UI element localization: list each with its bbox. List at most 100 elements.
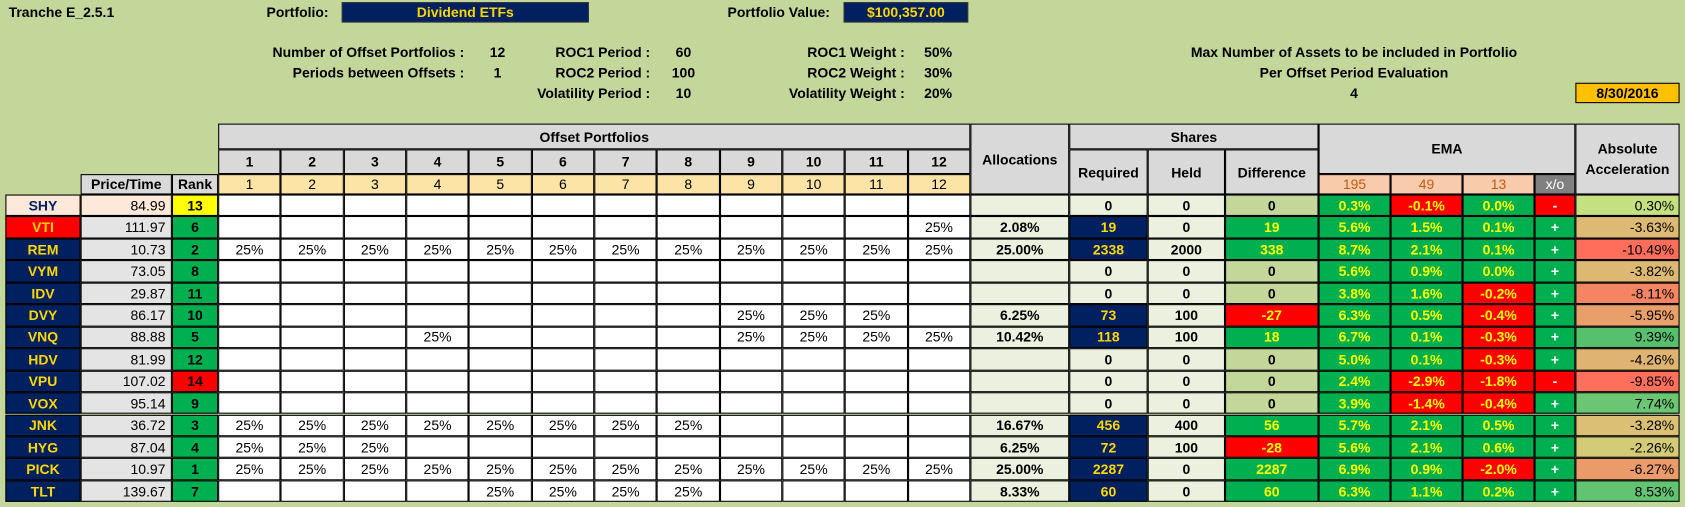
offset-allocation xyxy=(844,348,908,371)
price: 36.72 xyxy=(80,414,172,437)
offset-allocation: 25% xyxy=(468,238,532,261)
offset-allocation: 25% xyxy=(280,458,344,481)
ema-value: -0.4% xyxy=(1462,304,1535,327)
offset-allocation xyxy=(594,348,657,371)
offset-allocation xyxy=(343,326,407,349)
ema-value: -0.3% xyxy=(1462,348,1535,371)
ema-value: -0.1% xyxy=(1390,194,1463,217)
offset-allocation: 25% xyxy=(907,238,971,261)
offset-allocation xyxy=(280,348,344,371)
offset-allocation xyxy=(907,414,971,437)
offset-allocation xyxy=(531,392,595,415)
xo: + xyxy=(1534,216,1576,239)
offset-allocation xyxy=(656,436,720,459)
parameter-label: ROC2 Period : xyxy=(555,64,651,81)
offset-allocation xyxy=(594,392,657,415)
accel: 7.74% xyxy=(1575,392,1680,415)
required: 2287 xyxy=(1069,458,1148,481)
offset-allocation: 25% xyxy=(468,414,532,437)
offset-number: 9 xyxy=(719,149,783,175)
offset-allocation xyxy=(656,194,720,217)
difference: 18 xyxy=(1225,326,1319,349)
max-assets-value: 4 xyxy=(1350,84,1358,102)
ema-header: EMA xyxy=(1318,123,1576,175)
offset-allocation: 25% xyxy=(468,480,532,503)
ema-value: -2.0% xyxy=(1462,458,1535,481)
ema-value: 0.1% xyxy=(1390,326,1463,349)
ema-value: 0.6% xyxy=(1462,436,1535,459)
required: 0 xyxy=(1069,194,1148,217)
offset-allocation xyxy=(719,370,783,393)
accel: -3.82% xyxy=(1575,260,1680,283)
difference-header: Difference xyxy=(1225,149,1319,195)
ticker: VYM xyxy=(5,260,81,283)
offset-allocation: 25% xyxy=(907,326,971,349)
parameter-label: Periods between Offsets : xyxy=(292,64,465,81)
offset-allocation: 25% xyxy=(656,480,720,503)
ticker: PICK xyxy=(5,458,81,481)
offset-allocation xyxy=(907,304,971,327)
offset-allocation: 25% xyxy=(280,414,344,437)
parameter-label: Volatility Period : xyxy=(537,84,651,102)
offset-allocation: 25% xyxy=(719,304,783,327)
accel: 8.53% xyxy=(1575,480,1680,503)
ticker: REM xyxy=(5,238,81,261)
held-header: Held xyxy=(1147,149,1226,195)
offset-number-sub: 6 xyxy=(531,174,595,195)
ema-value: 0.3% xyxy=(1318,194,1391,217)
offset-allocation xyxy=(343,370,407,393)
offset-allocation xyxy=(218,304,281,327)
held: 0 xyxy=(1147,260,1226,283)
price: 88.88 xyxy=(80,326,172,349)
parameter-label: ROC1 Weight : xyxy=(807,44,905,61)
xo: + xyxy=(1534,260,1576,283)
offset-allocation xyxy=(844,392,908,415)
offset-allocation xyxy=(343,282,407,305)
ema-value: 6.9% xyxy=(1318,458,1391,481)
offset-number-sub: 1 xyxy=(218,174,281,195)
offset-allocation xyxy=(218,348,281,371)
offset-allocation xyxy=(719,348,783,371)
max-assets-line2: Per Offset Period Evaluation xyxy=(1259,64,1449,81)
ticker: HYG xyxy=(5,436,81,459)
offset-allocation xyxy=(531,304,595,327)
offset-number: 10 xyxy=(782,149,845,175)
offset-allocation: 25% xyxy=(594,414,657,437)
offset-allocation xyxy=(218,392,281,415)
offset-allocation xyxy=(531,216,595,239)
ema-value: -0.3% xyxy=(1462,326,1535,349)
offset-allocation: 25% xyxy=(531,414,595,437)
rank: 1 xyxy=(171,458,219,481)
offset-allocation: 25% xyxy=(844,326,908,349)
accel: -9.85% xyxy=(1575,370,1680,393)
offset-allocation xyxy=(907,348,971,371)
rank: 11 xyxy=(171,282,219,305)
offset-allocation xyxy=(719,436,783,459)
xo: + xyxy=(1534,414,1576,437)
offset-allocation xyxy=(468,260,532,283)
ema-value: 5.0% xyxy=(1318,348,1391,371)
offset-allocation xyxy=(218,282,281,305)
ema-value: -0.4% xyxy=(1462,392,1535,415)
offset-allocation: 25% xyxy=(656,414,720,437)
offset-allocation xyxy=(468,348,532,371)
offset-allocation xyxy=(280,392,344,415)
ema-value: 5.6% xyxy=(1318,436,1391,459)
offset-allocation xyxy=(782,260,845,283)
offset-number: 7 xyxy=(594,149,657,175)
offset-allocation xyxy=(406,436,469,459)
offset-allocation xyxy=(594,436,657,459)
offset-allocation xyxy=(280,216,344,239)
allocation: 16.67% xyxy=(970,414,1070,437)
offset-allocation xyxy=(280,480,344,503)
offset-allocation xyxy=(406,216,469,239)
rank: 4 xyxy=(171,436,219,459)
offset-allocation: 25% xyxy=(844,458,908,481)
offset-allocation: 25% xyxy=(218,436,281,459)
xo: + xyxy=(1534,282,1576,305)
offset-allocation xyxy=(656,282,720,305)
offset-allocation xyxy=(218,326,281,349)
offset-number-sub: 10 xyxy=(782,174,845,195)
ema-value: 6.3% xyxy=(1318,480,1391,503)
value-label: Portfolio Value: xyxy=(727,4,830,21)
